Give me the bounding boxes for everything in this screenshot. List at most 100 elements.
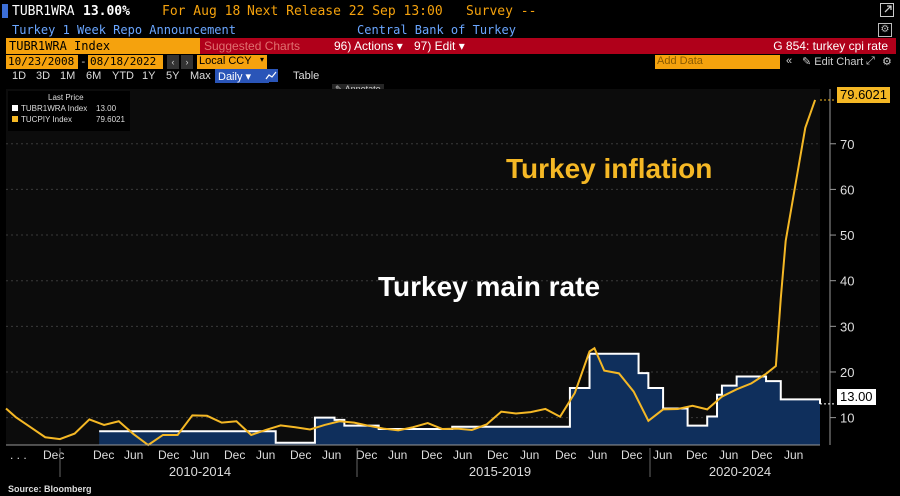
period-5y[interactable]: 5Y — [166, 70, 180, 82]
ticker[interactable]: TUBR1WRA — [12, 4, 75, 19]
suggested-charts-button[interactable]: Suggested Charts — [204, 39, 301, 53]
edit-menu[interactable]: 97) Edit ▾ — [414, 39, 465, 53]
x-tick-label: Jun — [190, 448, 209, 462]
rate-last-price-tag: 13.00 — [837, 389, 876, 405]
period-label: 2020-2024 — [709, 464, 771, 479]
legend-swatch — [12, 105, 18, 111]
description-bar: Turkey 1 Week Repo Announcement Central … — [0, 22, 900, 38]
for-date: For Aug 18 — [162, 4, 241, 19]
x-tick-label: Jun — [653, 448, 672, 462]
header-bar: TUBR1WRA 13.00% For Aug 18 Next Release … — [0, 0, 900, 22]
x-tick-label: Dec — [224, 448, 245, 462]
rate-series-line — [99, 352, 821, 444]
x-tick-label: Jun — [453, 448, 472, 462]
y-tick-label: 40 — [840, 274, 854, 289]
legend-value: 79.6021 — [96, 115, 125, 124]
line-chart[interactable]: 10 20 30 40 50 60 70 . . . Dec Dec Jun Dec Jun Dec Jun… — [0, 83, 900, 483]
pencil-icon: ✎ — [802, 56, 812, 68]
collapse-icon[interactable]: « — [786, 55, 793, 67]
add-data-field[interactable]: Add Data — [655, 55, 780, 69]
currency-select[interactable]: Local CCY ▾ — [197, 55, 267, 69]
y-tick-label: 30 — [840, 319, 854, 334]
period-label: 2010-2014 — [169, 464, 231, 479]
legend-value: 13.00 — [96, 104, 117, 113]
x-tick-label: Jun — [520, 448, 539, 462]
cpi-series-line — [5, 99, 817, 447]
x-tick-label: Dec — [751, 448, 772, 462]
x-tick-label: Dec — [43, 448, 64, 462]
x-tick-label: Dec — [621, 448, 642, 462]
security-field[interactable]: TUBR1WRA Index — [6, 38, 200, 54]
y-tick-label: 50 — [840, 228, 854, 243]
y-tick-label: 10 — [840, 411, 854, 426]
command-bar: TUBR1WRA Index Suggested Charts 96) Acti… — [0, 38, 900, 54]
period-max[interactable]: Max — [190, 70, 211, 82]
next-arrow-icon[interactable]: › — [181, 55, 193, 69]
x-tick-label: Jun — [388, 448, 407, 462]
y-tick-label: 60 — [840, 182, 854, 197]
rate-area — [99, 353, 820, 445]
x-tick-label: Jun — [124, 448, 143, 462]
chart-title: G 854: turkey cpi rate — [773, 39, 888, 53]
security-description: Turkey 1 Week Repo Announcement — [12, 23, 236, 37]
period-1y[interactable]: 1Y — [142, 70, 156, 82]
frequency-select[interactable]: Daily ▾ — [215, 69, 269, 83]
source-name: Central Bank of Turkey — [357, 23, 516, 37]
end-date-field[interactable]: 08/18/2022 — [88, 55, 163, 69]
legend-item-cpi: TUCPIY Index 79.6021 — [12, 115, 125, 124]
edit-chart-label: Edit Chart — [814, 56, 864, 68]
y-tick-label: 20 — [840, 365, 854, 380]
start-date-field[interactable]: 10/23/2008 — [6, 55, 78, 69]
chevron-down-icon: ▾ — [259, 55, 264, 64]
x-tick-label: . . . — [10, 448, 27, 462]
next-release: Next Release 22 Sep 13:00 — [247, 4, 443, 19]
legend: Last Price TUBR1WRA Index 13.00 TUCPIY I… — [8, 91, 130, 131]
popout-icon[interactable] — [880, 3, 894, 17]
x-tick-label: Jun — [784, 448, 803, 462]
legend-title: Last Price — [48, 93, 84, 102]
x-tick-label: Jun — [322, 448, 341, 462]
period-3d[interactable]: 3D — [36, 70, 51, 82]
currency-value: Local CCY — [199, 55, 252, 67]
price: 13.00% — [83, 4, 130, 19]
x-tick-label: Dec — [487, 448, 508, 462]
cpi-last-price-tag: 79.6021 — [837, 87, 890, 103]
survey: Survey -- — [466, 4, 537, 19]
legend-item-policy-rate: TUBR1WRA Index 13.00 — [12, 104, 116, 113]
date-separator: - — [80, 55, 87, 68]
period-6m[interactable]: 6M — [86, 70, 102, 82]
inflation-annotation: Turkey inflation — [506, 153, 713, 184]
x-tick-label: Dec — [421, 448, 442, 462]
line-chart-icon[interactable] — [264, 69, 278, 82]
ticker-marker — [2, 4, 8, 18]
resize-icon[interactable]: ⤢ — [866, 55, 875, 67]
period-1m[interactable]: 1M — [60, 70, 76, 82]
period-1d[interactable]: 1D — [12, 70, 27, 82]
date-range-bar: 10/23/2008 - 08/18/2022 ‹ › Local CCY ▾ … — [0, 55, 900, 69]
edit-chart-button[interactable]: ✎ Edit Chart — [802, 55, 863, 68]
rate-annotation: Turkey main rate — [378, 271, 601, 302]
period-label: 2015-2019 — [469, 464, 531, 479]
x-tick-label: Jun — [719, 448, 738, 462]
action-bar: Suggested Charts 96) Actions ▾ 97) Edit … — [200, 38, 896, 54]
plot-background — [6, 89, 820, 445]
x-tick-label: Dec — [158, 448, 179, 462]
legend-label: TUBR1WRA Index — [21, 104, 88, 113]
x-tick-label: Jun — [256, 448, 275, 462]
x-tick-label: Dec — [290, 448, 311, 462]
period-ytd[interactable]: YTD — [112, 70, 134, 82]
period-bar: 1D 3D 1M 6M YTD 1Y 5Y Max Daily ▾ Table — [0, 69, 900, 83]
x-tick-label: Dec — [93, 448, 114, 462]
gear-icon[interactable]: ⚙ — [882, 56, 892, 68]
source-note: Source: Bloomberg — [8, 484, 92, 494]
table-button[interactable]: Table — [293, 70, 320, 82]
settings-icon[interactable]: ⚙ — [878, 23, 892, 37]
y-tick-label: 70 — [840, 137, 854, 152]
x-tick-label: Dec — [686, 448, 707, 462]
legend-swatch — [12, 116, 18, 122]
x-tick-label: Dec — [356, 448, 377, 462]
x-tick-label: Dec — [555, 448, 576, 462]
prev-arrow-icon[interactable]: ‹ — [167, 55, 179, 69]
actions-menu[interactable]: 96) Actions ▾ — [334, 39, 403, 53]
